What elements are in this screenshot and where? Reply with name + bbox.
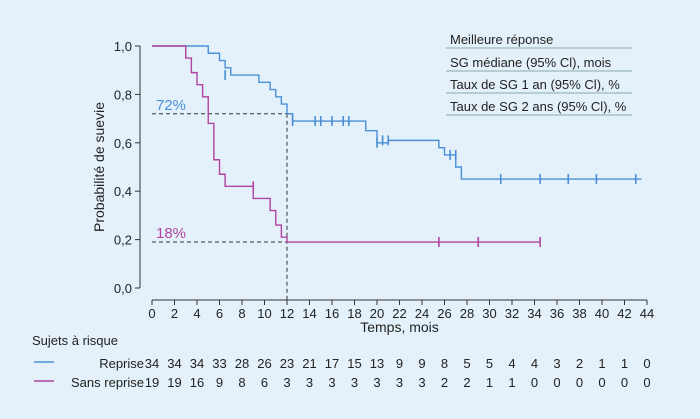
risk-value: 6 xyxy=(261,375,268,390)
x-tick-label: 2 xyxy=(171,306,178,321)
risk-value: 0 xyxy=(576,375,583,390)
legend-row-label: SG médiane (95% Cl), mois xyxy=(450,55,612,70)
annotations: 72% 18% xyxy=(156,97,186,242)
risk-row-label: Reprise xyxy=(99,356,144,371)
y-axis-title: Probabilité de suevie xyxy=(91,102,107,232)
risk-value: 21 xyxy=(302,356,316,371)
x-tick-label: 40 xyxy=(595,306,609,321)
risk-value: 19 xyxy=(167,375,181,390)
risk-value: 9 xyxy=(396,356,403,371)
risk-value: 5 xyxy=(486,356,493,371)
risk-value: 3 xyxy=(373,375,380,390)
risk-value: 28 xyxy=(235,356,249,371)
risk-value: 26 xyxy=(257,356,271,371)
legend-title: Meilleure réponse xyxy=(450,32,553,47)
risk-value: 2 xyxy=(463,375,470,390)
risk-value: 3 xyxy=(418,375,425,390)
legend-table: Meilleure réponse SG médiane (95% Cl), mo… xyxy=(446,32,632,116)
risk-value: 3 xyxy=(283,375,290,390)
risk-value: 34 xyxy=(145,356,159,371)
x-tick-label: 26 xyxy=(437,306,451,321)
risk-value: 23 xyxy=(280,356,294,371)
x-tick-label: 36 xyxy=(550,306,564,321)
y-tick-label: 0,2 xyxy=(114,233,132,248)
x-tick-label: 0 xyxy=(148,306,155,321)
legend-row-label: Taux de SG 1 an (95% Cl), % xyxy=(450,77,620,92)
x-tick-label: 20 xyxy=(370,306,384,321)
risk-value: 34 xyxy=(190,356,204,371)
risk-value: 0 xyxy=(531,375,538,390)
y-tick-label: 0,8 xyxy=(114,87,132,102)
risk-value: 0 xyxy=(643,375,650,390)
x-tick-label: 16 xyxy=(325,306,339,321)
risk-value: 8 xyxy=(238,375,245,390)
risk-table-title: Sujets à risque xyxy=(32,333,118,348)
x-tick-label: 10 xyxy=(257,306,271,321)
annotation-label: 72% xyxy=(156,97,186,114)
risk-row-label: Sans reprise xyxy=(71,375,144,390)
risk-value: 0 xyxy=(598,375,605,390)
x-tick-label: 6 xyxy=(216,306,223,321)
risk-value: 1 xyxy=(486,375,493,390)
x-tick-label: 4 xyxy=(193,306,200,321)
x-tick-label: 32 xyxy=(505,306,519,321)
axes: 0 2 4 6 8 10 12 14 16 18 20 22 24 26 28 30 32 34 36 38 40 42 4… xyxy=(91,39,654,335)
series-layer xyxy=(152,45,642,248)
risk-value: 0 xyxy=(621,375,628,390)
guide-lines xyxy=(152,113,288,300)
x-tick-label: 22 xyxy=(392,306,406,321)
risk-value: 5 xyxy=(463,356,470,371)
risk-value: 9 xyxy=(216,375,223,390)
risk-value: 33 xyxy=(212,356,226,371)
x-tick-label: 24 xyxy=(415,306,429,321)
y-tick-label: 0,4 xyxy=(114,184,132,199)
risk-value: 2 xyxy=(576,356,583,371)
x-tick-label: 44 xyxy=(640,306,654,321)
annotation-label: 18% xyxy=(156,225,186,242)
risk-value: 9 xyxy=(418,356,425,371)
x-tick-label: 18 xyxy=(347,306,361,321)
risk-value: 3 xyxy=(306,375,313,390)
series-reprise-line xyxy=(152,45,642,180)
risk-value: 3 xyxy=(328,375,335,390)
y-tick-label: 0,6 xyxy=(114,136,132,151)
risk-value: 0 xyxy=(643,356,650,371)
x-tick-label: 42 xyxy=(617,306,631,321)
risk-value: 8 xyxy=(441,356,448,371)
x-tick-label: 12 xyxy=(280,306,294,321)
risk-value: 13 xyxy=(370,356,384,371)
risk-value: 0 xyxy=(553,375,560,390)
risk-value: 1 xyxy=(598,356,605,371)
risk-value: 3 xyxy=(553,356,560,371)
x-tick-label: 28 xyxy=(460,306,474,321)
x-axis-title: Temps, mois xyxy=(360,319,439,335)
risk-value: 2 xyxy=(441,375,448,390)
x-tick-label: 38 xyxy=(572,306,586,321)
risk-value: 3 xyxy=(396,375,403,390)
risk-value: 34 xyxy=(167,356,181,371)
series-sans-reprise-line xyxy=(152,45,541,243)
risk-value: 1 xyxy=(508,375,515,390)
risk-value: 4 xyxy=(531,356,538,371)
x-tick-label: 30 xyxy=(482,306,496,321)
risk-value: 15 xyxy=(347,356,361,371)
risk-value: 1 xyxy=(621,356,628,371)
risk-value: 19 xyxy=(145,375,159,390)
legend-row-label: Taux de SG 2 ans (95% Cl), % xyxy=(450,99,627,114)
risk-value: 17 xyxy=(325,356,339,371)
y-tick-label: 1,0 xyxy=(114,39,132,54)
y-tick-label: 0,0 xyxy=(114,281,132,296)
x-tick-label: 34 xyxy=(527,306,541,321)
risk-value: 16 xyxy=(190,375,204,390)
x-tick-label: 8 xyxy=(238,306,245,321)
risk-value: 3 xyxy=(351,375,358,390)
x-tick-label: 14 xyxy=(302,306,316,321)
risk-value: 4 xyxy=(508,356,515,371)
